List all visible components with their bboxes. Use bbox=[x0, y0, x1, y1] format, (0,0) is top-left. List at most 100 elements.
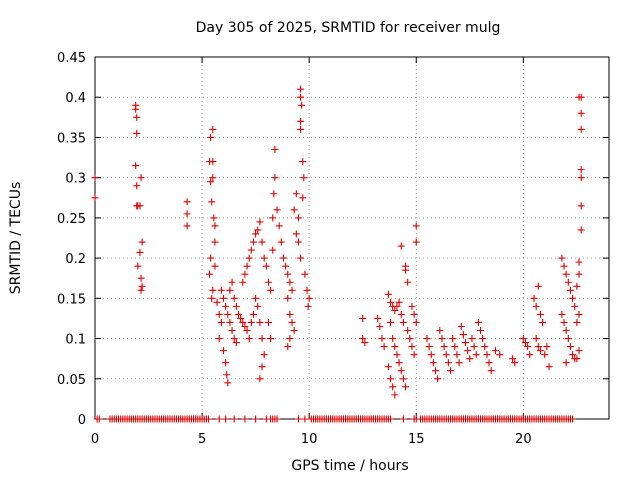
data-point bbox=[134, 262, 142, 270]
data-point bbox=[509, 355, 517, 363]
data-point bbox=[269, 214, 277, 222]
data-point bbox=[209, 286, 217, 294]
y-tick-label: 0.45 bbox=[57, 51, 86, 66]
data-point bbox=[303, 286, 311, 294]
data-point bbox=[222, 415, 230, 423]
data-point bbox=[273, 206, 281, 214]
data-point bbox=[545, 363, 553, 371]
data-point bbox=[95, 415, 103, 423]
data-point bbox=[230, 294, 238, 302]
data-point bbox=[408, 302, 416, 310]
data-point bbox=[391, 391, 399, 399]
data-point bbox=[455, 359, 463, 367]
x-tick-label: 5 bbox=[198, 432, 206, 447]
data-point bbox=[213, 298, 221, 306]
data-point bbox=[530, 294, 538, 302]
data-point bbox=[206, 158, 214, 166]
data-point bbox=[404, 278, 412, 286]
data-point bbox=[541, 351, 549, 359]
data-point bbox=[252, 230, 260, 238]
data-point bbox=[256, 318, 264, 326]
data-point bbox=[297, 93, 305, 101]
data-point bbox=[301, 270, 309, 278]
data-point bbox=[569, 294, 577, 302]
data-point bbox=[222, 302, 230, 310]
data-point bbox=[211, 222, 219, 230]
data-point bbox=[464, 347, 472, 355]
data-point bbox=[399, 375, 407, 383]
data-point bbox=[290, 206, 298, 214]
data-point bbox=[395, 298, 403, 306]
data-point bbox=[468, 335, 476, 343]
data-point bbox=[442, 351, 450, 359]
data-point bbox=[532, 335, 540, 343]
chart-title: Day 305 of 2025, SRMTID for receiver mul… bbox=[196, 20, 501, 36]
data-point bbox=[543, 343, 551, 351]
data-point bbox=[183, 210, 191, 218]
data-point bbox=[462, 339, 470, 347]
data-point bbox=[136, 248, 144, 256]
data-point bbox=[391, 306, 399, 314]
data-point bbox=[440, 343, 448, 351]
data-point bbox=[558, 254, 566, 262]
data-point bbox=[277, 238, 285, 246]
y-tick-label: 0.25 bbox=[57, 212, 86, 227]
y-tick-label: 0.35 bbox=[57, 131, 86, 146]
data-point bbox=[532, 302, 540, 310]
data-point bbox=[258, 335, 266, 343]
data-point bbox=[271, 174, 279, 182]
data-point bbox=[477, 327, 484, 335]
data-point bbox=[487, 367, 495, 375]
data-point bbox=[209, 174, 217, 182]
data-point bbox=[536, 347, 544, 355]
data-point bbox=[288, 286, 296, 294]
data-point bbox=[273, 415, 281, 423]
data-point bbox=[300, 174, 308, 182]
data-point bbox=[207, 178, 215, 186]
data-point bbox=[264, 318, 272, 326]
data-point bbox=[575, 258, 583, 266]
data-point bbox=[359, 335, 367, 343]
data-point bbox=[294, 214, 302, 222]
data-point bbox=[279, 254, 287, 262]
data-point bbox=[380, 343, 388, 351]
data-point bbox=[412, 238, 420, 246]
data-point bbox=[399, 318, 407, 326]
data-point bbox=[485, 359, 493, 367]
data-point bbox=[282, 262, 290, 270]
data-point bbox=[228, 278, 236, 286]
data-point bbox=[571, 302, 579, 310]
data-point bbox=[412, 222, 420, 230]
data-point bbox=[402, 383, 410, 391]
data-point bbox=[562, 270, 570, 278]
data-point bbox=[429, 359, 437, 367]
data-point bbox=[526, 351, 534, 359]
data-point bbox=[577, 93, 585, 101]
data-point bbox=[220, 294, 227, 302]
data-point bbox=[457, 322, 465, 330]
data-point bbox=[569, 415, 577, 423]
data-point bbox=[577, 109, 585, 117]
data-point bbox=[573, 318, 581, 326]
data-point bbox=[286, 278, 294, 286]
x-tick-label: 15 bbox=[408, 432, 425, 447]
data-point bbox=[412, 318, 420, 326]
y-axis-label: SRMTID / TECUs bbox=[8, 182, 24, 295]
data-point bbox=[286, 335, 294, 343]
data-point bbox=[301, 415, 309, 423]
data-point bbox=[575, 270, 583, 278]
data-point bbox=[427, 351, 435, 359]
data-point bbox=[577, 174, 585, 182]
data-point bbox=[258, 238, 266, 246]
data-point bbox=[534, 282, 542, 290]
data-point bbox=[387, 298, 395, 306]
data-point bbox=[284, 270, 292, 278]
data-point bbox=[183, 222, 191, 230]
data-point bbox=[239, 318, 247, 326]
data-point bbox=[391, 343, 399, 351]
data-point bbox=[267, 335, 275, 343]
data-point bbox=[483, 351, 491, 359]
data-point bbox=[524, 343, 532, 351]
data-point bbox=[284, 343, 292, 351]
